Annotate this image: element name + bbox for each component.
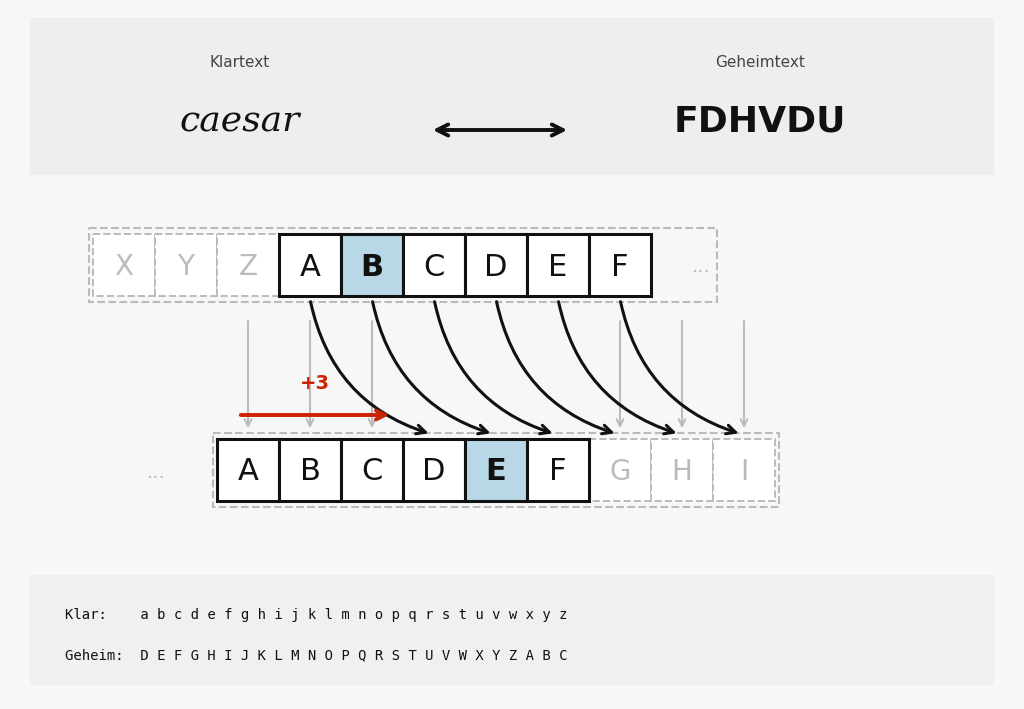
FancyBboxPatch shape	[217, 234, 279, 296]
FancyBboxPatch shape	[30, 575, 994, 685]
Text: caesar: caesar	[180, 105, 300, 139]
Text: ...: ...	[146, 462, 165, 481]
Text: D: D	[422, 457, 445, 486]
Text: A: A	[300, 252, 321, 281]
FancyBboxPatch shape	[93, 234, 155, 296]
Text: A: A	[238, 457, 258, 486]
Text: ...: ...	[692, 257, 711, 277]
Text: Geheim:  D E F G H I J K L M N O P Q R S T U V W X Y Z A B C: Geheim: D E F G H I J K L M N O P Q R S …	[65, 648, 567, 662]
Text: +3: +3	[300, 374, 330, 393]
FancyBboxPatch shape	[341, 234, 403, 296]
Text: F: F	[611, 252, 629, 281]
FancyBboxPatch shape	[589, 234, 651, 296]
FancyBboxPatch shape	[279, 439, 341, 501]
Text: Y: Y	[177, 253, 195, 281]
FancyBboxPatch shape	[465, 439, 527, 501]
Text: C: C	[423, 252, 444, 281]
FancyBboxPatch shape	[30, 18, 994, 175]
Text: H: H	[672, 458, 692, 486]
Text: X: X	[115, 253, 133, 281]
Text: FDHVDU: FDHVDU	[674, 105, 846, 139]
Text: F: F	[549, 457, 566, 486]
Text: E: E	[485, 457, 507, 486]
FancyBboxPatch shape	[279, 234, 341, 296]
FancyBboxPatch shape	[465, 234, 527, 296]
Text: D: D	[484, 252, 508, 281]
Text: Z: Z	[239, 253, 257, 281]
Text: G: G	[609, 458, 631, 486]
Text: Geheimtext: Geheimtext	[715, 55, 805, 70]
FancyBboxPatch shape	[403, 234, 465, 296]
FancyBboxPatch shape	[589, 439, 651, 501]
Text: B: B	[300, 457, 321, 486]
Text: Klartext: Klartext	[210, 55, 270, 70]
FancyBboxPatch shape	[527, 439, 589, 501]
FancyBboxPatch shape	[217, 439, 279, 501]
Text: I: I	[740, 458, 749, 486]
Text: C: C	[361, 457, 383, 486]
FancyBboxPatch shape	[651, 439, 713, 501]
FancyBboxPatch shape	[527, 234, 589, 296]
FancyBboxPatch shape	[713, 439, 775, 501]
FancyBboxPatch shape	[341, 439, 403, 501]
FancyBboxPatch shape	[403, 439, 465, 501]
Text: E: E	[549, 252, 567, 281]
Text: B: B	[360, 252, 384, 281]
FancyBboxPatch shape	[155, 234, 217, 296]
Text: Klar:    a b c d e f g h i j k l m n o p q r s t u v w x y z: Klar: a b c d e f g h i j k l m n o p q …	[65, 608, 567, 622]
